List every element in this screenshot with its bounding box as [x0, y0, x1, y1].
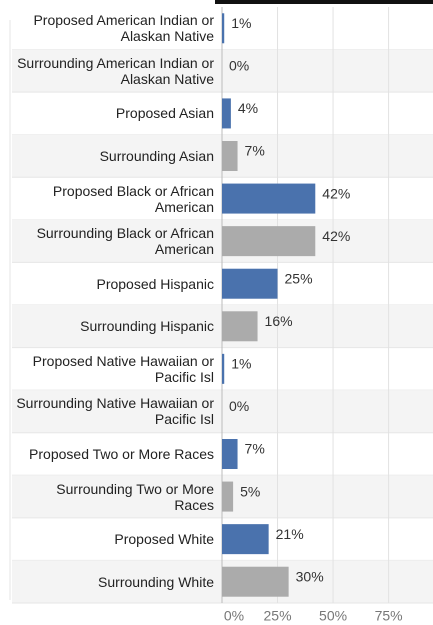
category-label: Proposed Hispanic	[96, 275, 214, 292]
bar	[222, 13, 225, 44]
x-tick-label: 50%	[319, 608, 347, 624]
value-label: 21%	[276, 526, 304, 542]
category-label: Proposed Two or More Races	[29, 445, 214, 462]
value-label: 25%	[285, 270, 313, 286]
category-label: Surrounding Asian	[99, 147, 214, 164]
category-label: Surrounding Black or African American	[36, 225, 214, 258]
category-label: Surrounding Hispanic	[80, 318, 214, 335]
value-label: 42%	[322, 185, 350, 201]
category-label: Proposed Asian	[115, 105, 214, 122]
bar	[222, 311, 258, 342]
category-label: Surrounding Two or More Races	[56, 480, 214, 513]
value-label: 1%	[231, 356, 251, 372]
bar	[222, 566, 289, 597]
bar	[222, 268, 278, 299]
bar	[222, 98, 231, 129]
bar	[222, 481, 234, 512]
category-label: Surrounding Native Hawaiian or Pacific I…	[16, 395, 214, 428]
x-tick-label: 0%	[224, 608, 244, 624]
category-label: Surrounding American Indian or Alaskan N…	[17, 54, 214, 87]
value-label: 0%	[229, 58, 249, 74]
value-label: 16%	[265, 313, 293, 329]
bar	[222, 439, 238, 469]
value-label: 30%	[296, 568, 324, 584]
value-label: 0%	[229, 398, 249, 414]
value-label: 42%	[322, 228, 350, 244]
category-label: Proposed Black or African American	[52, 182, 214, 215]
bar	[222, 183, 316, 214]
value-label: 7%	[245, 143, 265, 159]
x-tick-label: 75%	[375, 608, 403, 624]
bar	[222, 524, 269, 555]
value-label: 7%	[245, 441, 265, 457]
bar	[222, 226, 316, 257]
value-label: 5%	[240, 483, 260, 499]
x-tick-label: 25%	[264, 608, 292, 624]
category-label: Surrounding White	[98, 573, 214, 590]
category-label: Proposed White	[114, 531, 214, 548]
category-label: Proposed Native Hawaiian or Pacific Isl	[32, 352, 214, 385]
bar	[222, 141, 238, 171]
category-label: Proposed American Indian or Alaskan Nati…	[33, 12, 214, 45]
value-label: 4%	[238, 100, 258, 116]
bar	[222, 353, 225, 384]
value-label: 1%	[231, 15, 251, 31]
